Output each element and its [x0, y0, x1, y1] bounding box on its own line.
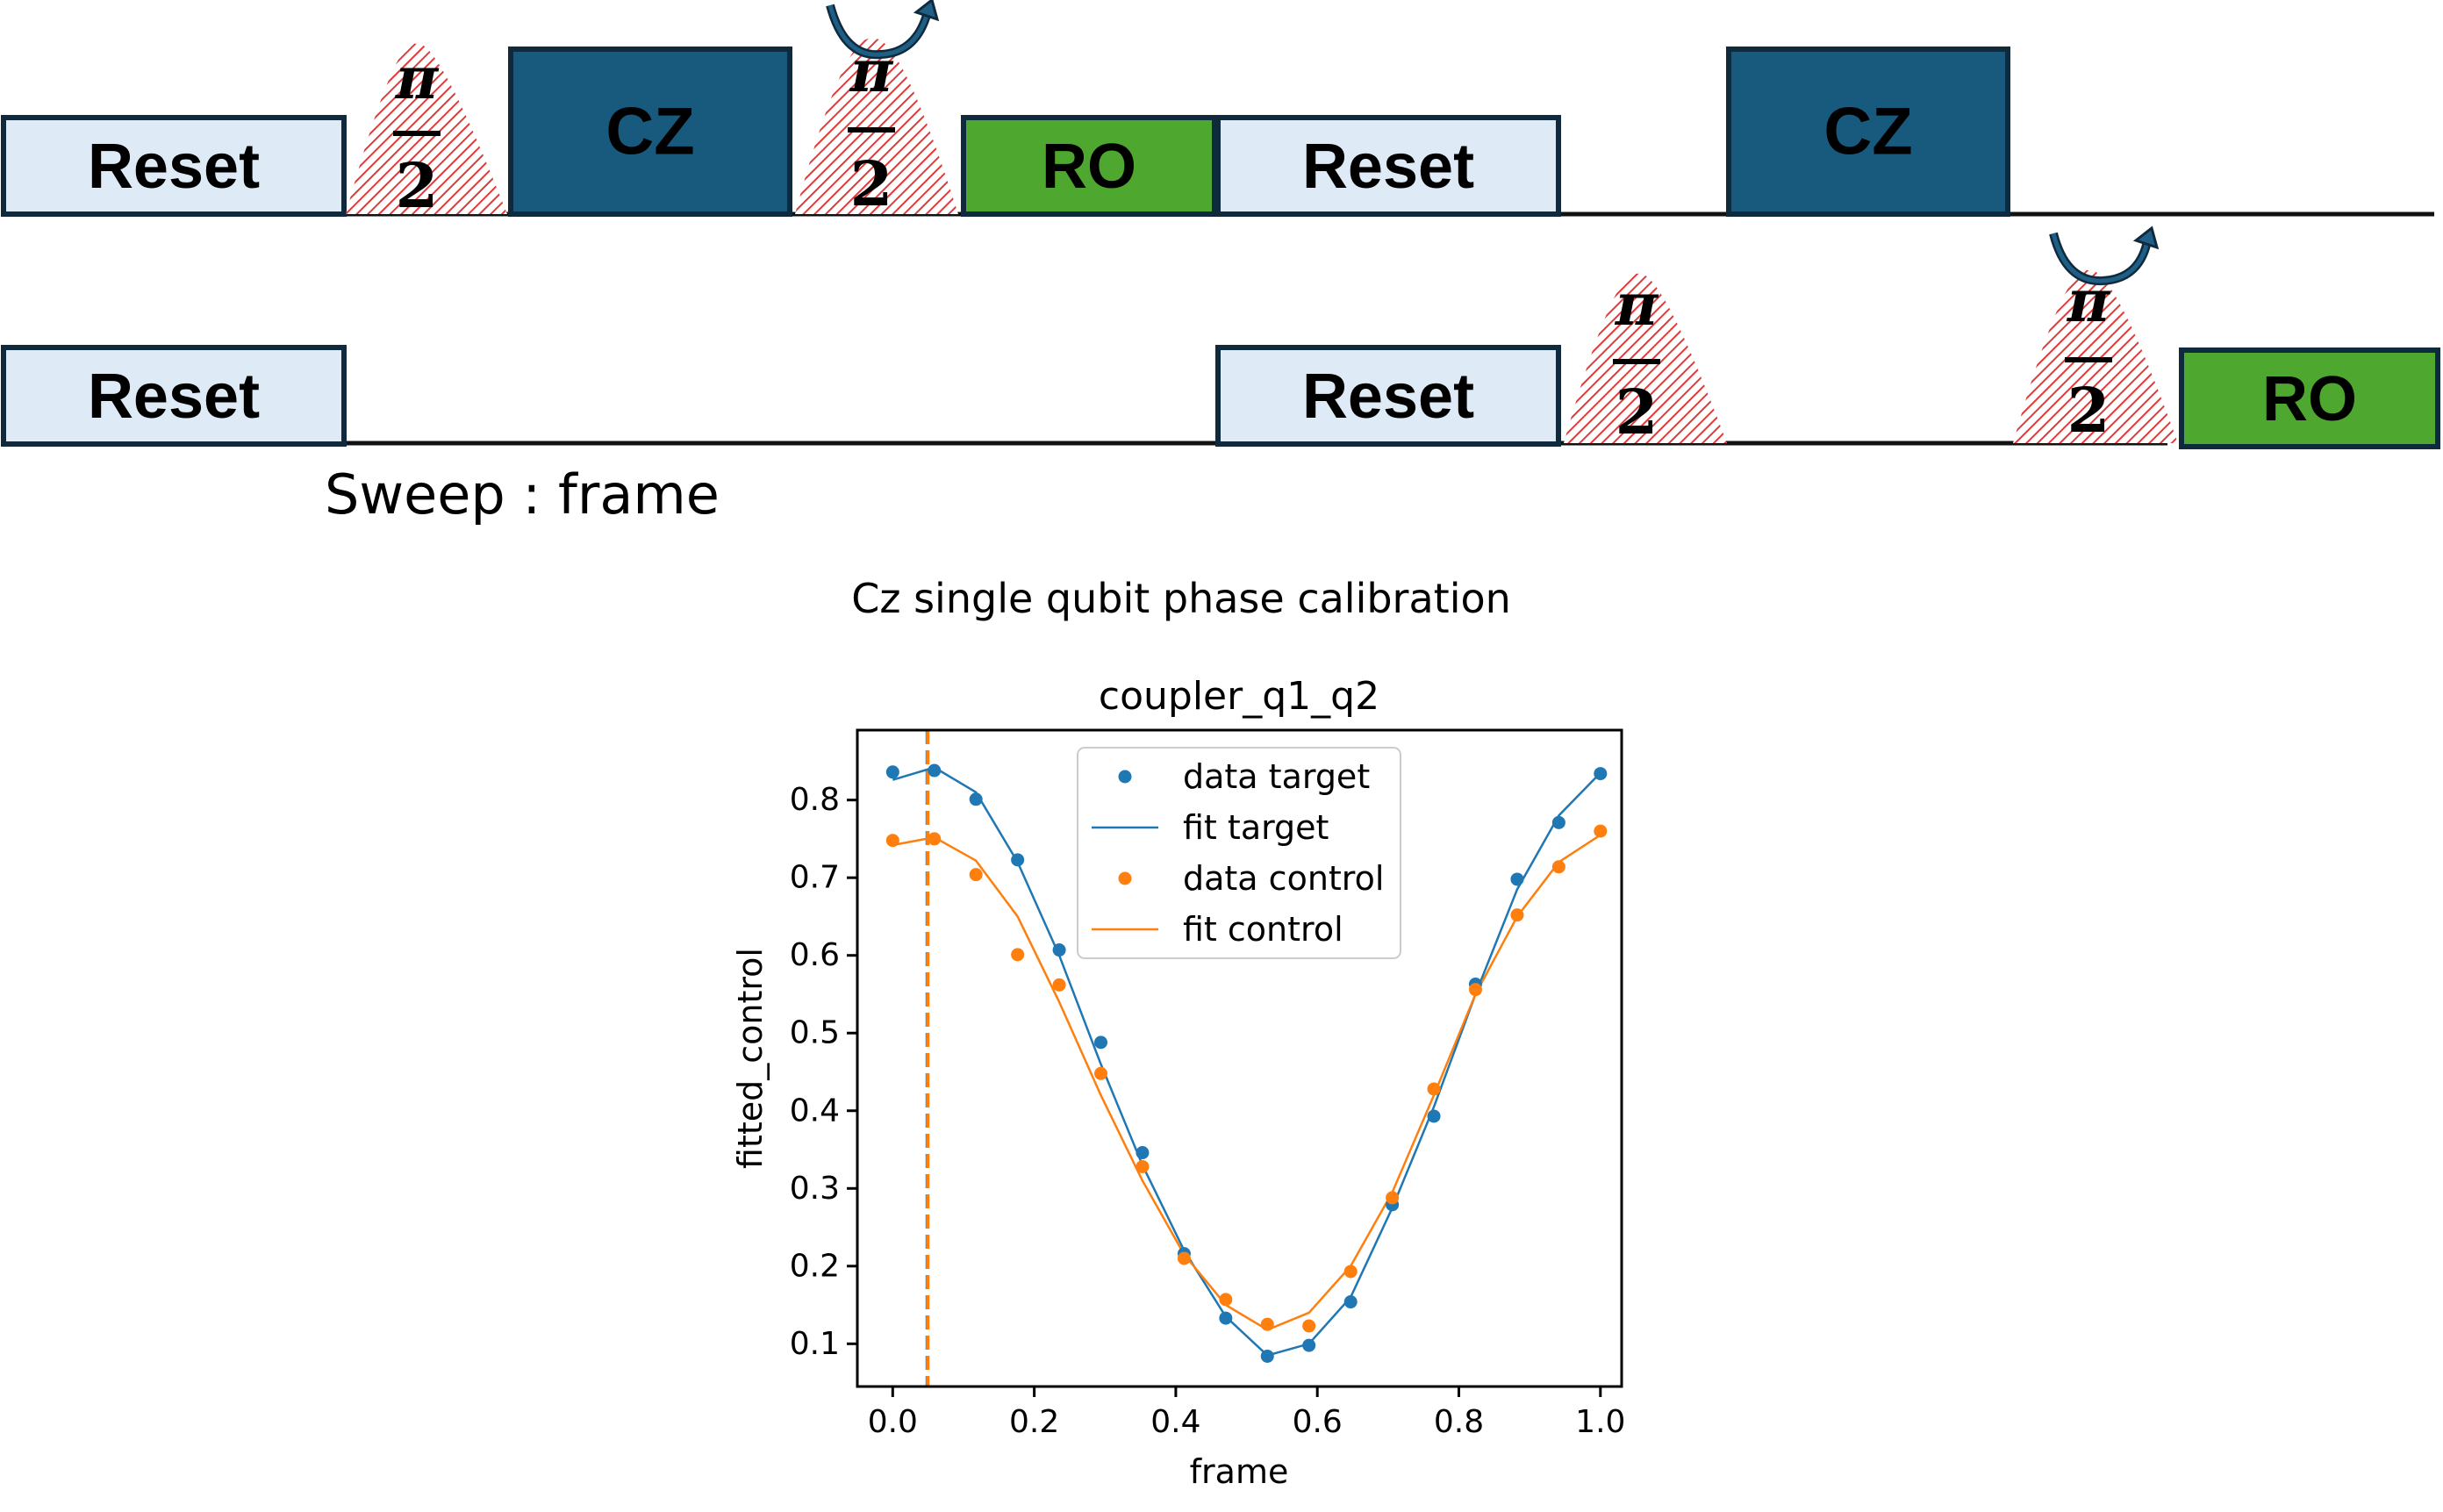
sweep-label: Sweep : frame — [325, 462, 720, 527]
data-point-data-target — [1427, 1109, 1441, 1123]
data-point-data-control — [1219, 1293, 1233, 1307]
x-tick-label: 0.8 — [1434, 1404, 1484, 1440]
reset-box: Reset — [1215, 115, 1561, 217]
data-point-data-control — [1260, 1317, 1274, 1331]
figure-suptitle: Cz single qubit phase calibration — [851, 575, 1511, 622]
data-point-data-target — [1011, 853, 1025, 867]
pi-label: π — [394, 44, 440, 112]
chart: 0.0 0.2 0.4 0.6 0.8 1.0 0.1 0.2 0.3 0.4 0.5 0.6 0.7… — [731, 728, 1625, 1491]
ro-label: RO — [1042, 132, 1136, 202]
pi-half-pulse: π 2 — [1564, 270, 1727, 448]
x-tick-label: 0.4 — [1150, 1404, 1200, 1440]
two-label: 2 — [1616, 376, 1659, 448]
x-axis: 0.0 0.2 0.4 0.6 0.8 1.0 — [868, 1387, 1625, 1440]
legend-marker — [1118, 770, 1132, 784]
data-point-data-target — [1094, 1035, 1108, 1050]
data-point-data-target — [1510, 872, 1524, 886]
series-line-fit-target — [892, 766, 1601, 1357]
data-point-data-control — [1094, 1066, 1108, 1080]
reset-label: Reset — [1302, 132, 1474, 202]
plot-frame — [856, 728, 1623, 1388]
series-line-fit-control — [892, 834, 1601, 1331]
legend-frame — [1077, 747, 1401, 959]
data-point-data-target — [1594, 767, 1608, 781]
data-point-data-control — [1136, 1159, 1150, 1173]
y-axis-label: fitted_control — [731, 948, 770, 1169]
legend-label: fit target — [1183, 808, 1329, 847]
data-point-data-control — [969, 868, 983, 882]
y-tick-label: 0.5 — [790, 1015, 840, 1051]
data-point-data-target — [1302, 1338, 1316, 1352]
phase-rotation-arrow-icon — [826, 0, 940, 60]
data-point-data-target — [1343, 1295, 1358, 1309]
pi-half-pulse: π 2 — [2013, 267, 2178, 447]
x-tick-label: 1.0 — [1575, 1404, 1625, 1440]
plot-area — [885, 730, 1608, 1387]
x-tick-label: 0.6 — [1293, 1404, 1343, 1440]
reset-label: Reset — [88, 362, 260, 432]
y-tick-label: 0.8 — [790, 782, 840, 818]
two-label: 2 — [850, 147, 893, 220]
data-point-data-target — [969, 792, 983, 806]
x-tick-label: 0.0 — [868, 1404, 918, 1440]
data-point-data-target — [1219, 1311, 1233, 1325]
y-tick-label: 0.3 — [790, 1171, 840, 1207]
data-point-data-control — [928, 832, 942, 846]
cz-gate-box: CZ — [508, 47, 792, 217]
data-point-data-target — [1260, 1349, 1274, 1363]
data-point-data-target — [885, 765, 899, 779]
chart-title: coupler_q1_q2 — [1099, 674, 1379, 719]
data-point-data-control — [1510, 908, 1524, 922]
data-point-data-control — [1468, 983, 1482, 997]
reset-box: Reset — [1, 115, 347, 217]
legend-label: data control — [1183, 859, 1384, 898]
data-point-data-control — [1551, 860, 1565, 874]
legend-marker — [1118, 871, 1132, 885]
cz-label: CZ — [1823, 95, 1912, 169]
data-point-data-control — [1594, 824, 1608, 838]
ro-label: RO — [2262, 364, 2357, 434]
pulse-sequence: Reset π 2 CZ π 2 RO Res — [1, 0, 2440, 527]
cz-label: CZ — [605, 95, 694, 169]
reset-box: Reset — [1215, 345, 1561, 447]
legend-label: fit control — [1183, 910, 1343, 949]
y-tick-label: 0.1 — [790, 1326, 840, 1362]
readout-box: RO — [961, 115, 1217, 217]
x-tick-label: 0.2 — [1009, 1404, 1059, 1440]
data-point-data-target — [1551, 815, 1565, 829]
data-point-data-control — [1177, 1251, 1191, 1265]
data-point-data-control — [1302, 1319, 1316, 1333]
data-point-data-control — [1011, 948, 1025, 962]
reset-label: Reset — [88, 132, 260, 202]
two-label: 2 — [396, 149, 439, 222]
data-point-data-control — [1386, 1191, 1400, 1205]
reset-label: Reset — [1302, 362, 1474, 432]
readout-box: RO — [2179, 348, 2440, 449]
y-tick-label: 0.2 — [790, 1248, 840, 1284]
phase-rotation-arrow-icon — [2049, 226, 2160, 286]
legend: data target fit target data control fit con… — [1077, 747, 1401, 959]
pi-half-pulse: π 2 — [795, 37, 958, 220]
y-tick-label: 0.7 — [790, 860, 840, 896]
x-axis-label: frame — [1190, 1452, 1289, 1491]
data-point-data-control — [1427, 1082, 1441, 1096]
data-point-data-control — [1052, 978, 1066, 992]
y-axis: 0.1 0.2 0.3 0.4 0.5 0.6 0.7 0.8 — [790, 782, 857, 1362]
y-tick-label: 0.6 — [790, 937, 840, 973]
data-point-data-control — [1343, 1265, 1358, 1279]
data-point-data-target — [1136, 1146, 1150, 1160]
data-point-data-control — [885, 834, 899, 848]
two-label: 2 — [2067, 374, 2110, 447]
legend-label: data target — [1183, 757, 1370, 796]
data-point-data-target — [1052, 943, 1066, 957]
cz-gate-box: CZ — [1726, 47, 2010, 217]
pi-label: π — [1614, 270, 1659, 339]
pi-half-pulse: π 2 — [346, 43, 507, 222]
y-tick-label: 0.4 — [790, 1093, 840, 1129]
reset-box: Reset — [1, 345, 347, 447]
data-point-data-target — [928, 763, 942, 777]
